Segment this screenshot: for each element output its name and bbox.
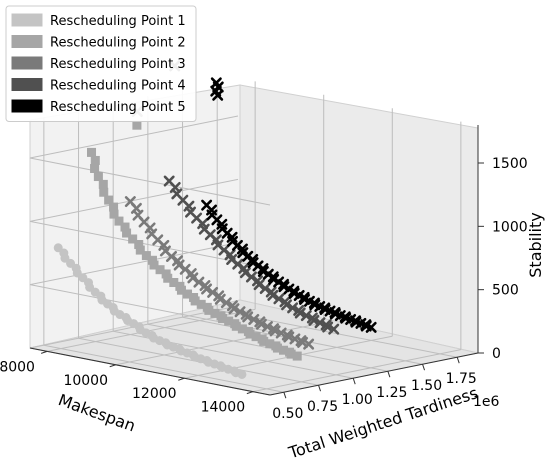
legend-label: Rescheduling Point 3 bbox=[50, 57, 186, 72]
y-tick-mark bbox=[352, 378, 356, 385]
grid-lines bbox=[29, 81, 462, 396]
y-axis-line bbox=[269, 352, 479, 396]
legend-box bbox=[5, 5, 197, 122]
data-point bbox=[128, 234, 138, 244]
grid-line bbox=[252, 349, 461, 393]
y-tick-mark bbox=[456, 357, 460, 364]
y-tick-mark bbox=[387, 371, 391, 378]
data-point bbox=[109, 209, 119, 219]
data-point bbox=[98, 179, 108, 189]
data-point bbox=[60, 253, 70, 263]
data-point bbox=[90, 155, 100, 165]
z-tick-label: 1000 bbox=[492, 219, 528, 235]
legend-swatch bbox=[11, 56, 43, 70]
y-tick-mark bbox=[318, 385, 322, 392]
data-point bbox=[268, 273, 280, 285]
data-point bbox=[328, 323, 340, 335]
data-point bbox=[255, 318, 267, 330]
y-tick-label: 1.75 bbox=[446, 371, 477, 387]
data-point bbox=[308, 314, 320, 326]
legend-swatch bbox=[11, 99, 43, 113]
data-point bbox=[365, 321, 377, 333]
data-point bbox=[53, 243, 63, 253]
legend-swatch bbox=[11, 35, 43, 48]
x-tick-mark bbox=[246, 391, 254, 395]
x-tick-label: 10000 bbox=[63, 373, 108, 389]
data-point bbox=[242, 311, 254, 323]
x-tick-mark bbox=[178, 377, 185, 381]
x-axis-title: Makespan bbox=[56, 390, 138, 435]
legend-swatch bbox=[11, 13, 43, 27]
data-point bbox=[93, 172, 103, 182]
data-point bbox=[267, 289, 279, 301]
y-tick-mark bbox=[422, 364, 426, 371]
legend-swatch bbox=[11, 78, 43, 91]
series-rescheduling-point-2 bbox=[87, 120, 302, 361]
series-rescheduling-point-1 bbox=[53, 243, 247, 379]
y-tick-label: 1.00 bbox=[342, 392, 373, 408]
data-point bbox=[300, 310, 312, 322]
z-tick-label: 0 bbox=[492, 346, 501, 362]
z-tick-label: 1500 bbox=[492, 156, 528, 172]
x-tick-label: 8000 bbox=[0, 359, 35, 375]
grid-line bbox=[115, 322, 324, 366]
legend-label: Rescheduling Point 4 bbox=[50, 79, 186, 94]
data-point bbox=[257, 265, 269, 277]
data-point bbox=[104, 195, 114, 205]
x-tick-mark bbox=[109, 364, 116, 368]
data-point bbox=[132, 120, 142, 130]
y-tick-label: 1.50 bbox=[411, 378, 442, 394]
data-point bbox=[292, 351, 302, 361]
legend: Rescheduling Point 1 Rescheduling Point 2… bbox=[5, 5, 197, 122]
grid-line bbox=[43, 344, 284, 393]
grid-line bbox=[29, 178, 271, 269]
x-tick-label: 12000 bbox=[132, 386, 177, 402]
y-tick-label: 1.25 bbox=[376, 385, 407, 401]
data-point bbox=[237, 369, 247, 379]
grid-line bbox=[29, 115, 271, 206]
x-tick-mark bbox=[40, 350, 48, 354]
data-point bbox=[303, 338, 315, 350]
legend-label: Rescheduling Point 2 bbox=[50, 36, 186, 51]
data-point bbox=[90, 163, 100, 173]
data-point bbox=[201, 283, 213, 295]
series-rescheduling-point-3 bbox=[124, 105, 315, 350]
data-point bbox=[135, 245, 145, 255]
legend-label: Rescheduling Point 1 bbox=[50, 14, 186, 29]
grid-line bbox=[29, 242, 271, 333]
y-tick-mark bbox=[283, 392, 287, 399]
z-tick-label: 500 bbox=[492, 283, 519, 299]
y-tick-label: 0.75 bbox=[307, 399, 338, 415]
data-point bbox=[294, 307, 306, 319]
data-point bbox=[281, 299, 293, 311]
legend-label: Rescheduling Point 5 bbox=[50, 100, 186, 115]
data-point bbox=[212, 89, 224, 101]
data-point bbox=[214, 293, 226, 305]
data-point bbox=[234, 306, 246, 318]
series-rescheduling-point-4 bbox=[163, 60, 340, 335]
z-axis-title: Stability bbox=[526, 212, 545, 277]
data-point bbox=[228, 303, 240, 315]
data-point bbox=[87, 147, 97, 157]
data-point bbox=[99, 187, 109, 197]
data-point bbox=[287, 302, 299, 314]
data-point bbox=[149, 260, 159, 270]
x-tick-label: 14000 bbox=[201, 400, 246, 416]
data-point bbox=[122, 228, 132, 238]
series-rescheduling-point-5 bbox=[201, 77, 377, 333]
data-point bbox=[248, 313, 260, 325]
scatter-points bbox=[53, 60, 377, 379]
data-point bbox=[114, 216, 124, 226]
data-point bbox=[141, 251, 151, 261]
data-point bbox=[253, 279, 265, 291]
y-tick-label: 0.50 bbox=[272, 406, 303, 422]
y-axis-offset-text: 1e6 bbox=[473, 394, 500, 410]
x-axis-line bbox=[29, 347, 271, 396]
